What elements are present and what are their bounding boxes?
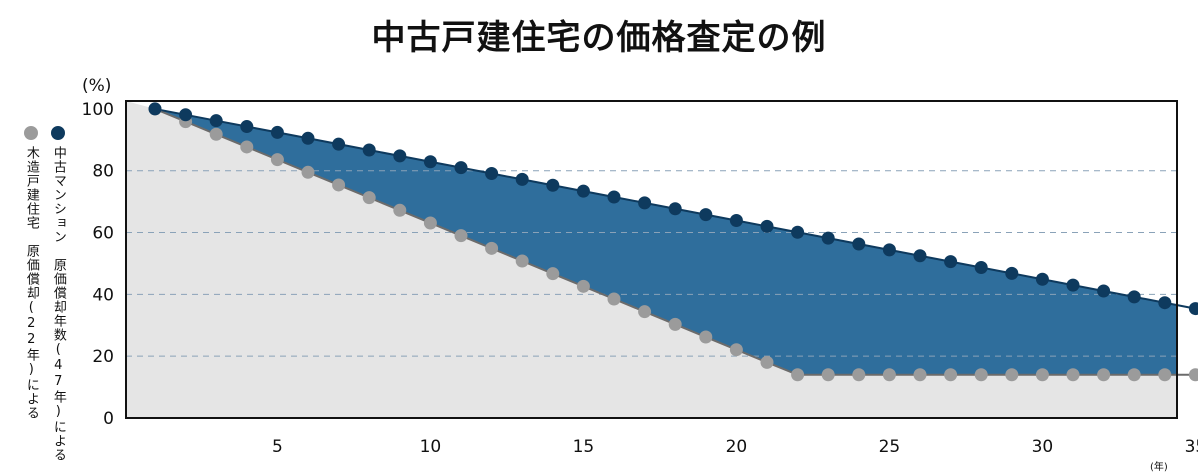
condo-point: [607, 190, 621, 204]
wood-point: [1066, 368, 1080, 382]
legend-item-condo: 中古マンション 原価償却年数(47年)による: [48, 126, 68, 462]
wood-point: [332, 178, 346, 192]
wood-point: [1188, 368, 1198, 382]
condo-point: [454, 161, 468, 175]
y-axis-unit: (%): [82, 76, 112, 96]
wood-point: [729, 343, 743, 357]
wood-point: [393, 203, 407, 217]
condo-point: [423, 155, 437, 169]
wood-point: [1158, 368, 1172, 382]
condo-point: [393, 149, 407, 163]
condo-point: [729, 214, 743, 228]
wood-point: [882, 368, 896, 382]
condo-point: [515, 172, 529, 186]
wood-point: [1005, 368, 1019, 382]
condo-point: [699, 208, 713, 222]
condo-point: [852, 237, 866, 251]
condo-point: [148, 102, 162, 116]
x-tick-label: 35: [1185, 437, 1198, 457]
legend-item-wood: 木造戸建住宅 原価償却(22年)による: [21, 126, 41, 420]
condo-point: [668, 202, 682, 216]
y-tick-label: 60: [92, 224, 114, 244]
legend-dot-condo: [51, 126, 65, 140]
condo-point: [179, 108, 193, 122]
x-tick-label: 30: [1032, 437, 1054, 457]
x-tick-label: 5: [272, 437, 283, 457]
wood-point: [240, 140, 254, 154]
wood-area: [126, 101, 1196, 418]
wood-point: [638, 305, 652, 319]
condo-point: [944, 255, 958, 269]
condo-point: [332, 137, 346, 151]
wood-point: [944, 368, 958, 382]
condo-band-area: [155, 108, 1196, 375]
wood-point: [515, 254, 529, 268]
wood-point: [791, 368, 805, 382]
wood-point: [576, 279, 590, 293]
condo-point: [1066, 278, 1080, 292]
wood-point: [362, 191, 376, 205]
wood-point: [607, 292, 621, 306]
condo-point: [576, 184, 590, 198]
condo-point: [209, 114, 223, 128]
x-tick-label: 25: [879, 437, 901, 457]
condo-point: [301, 131, 315, 145]
legend-dot-wood: [24, 126, 38, 140]
x-axis-unit: (年): [1150, 462, 1168, 473]
condo-point: [1188, 302, 1198, 316]
condo-point: [760, 219, 774, 233]
condo-point: [882, 243, 896, 257]
chart-title: 中古戸建住宅の価格査定の例: [371, 18, 827, 58]
x-tick-label: 15: [573, 437, 595, 457]
wood-point: [454, 229, 468, 243]
x-tick-label: 20: [726, 437, 748, 457]
wood-point: [760, 355, 774, 369]
wood-point: [546, 267, 560, 281]
wood-point: [699, 330, 713, 344]
condo-point: [974, 260, 988, 274]
y-tick-label: 40: [92, 285, 114, 305]
condo-point: [638, 196, 652, 210]
legend-label-condo: 中古マンション 原価償却年数(47年)による: [50, 146, 66, 462]
wood-point: [301, 165, 315, 179]
condo-point: [1035, 272, 1049, 286]
wood-point: [1035, 368, 1049, 382]
condo-point: [1158, 296, 1172, 310]
y-tick-label: 20: [92, 347, 114, 367]
legend-label-wood: 木造戸建住宅 原価償却(22年)による: [23, 146, 39, 420]
wood-point: [270, 153, 284, 167]
wood-point: [485, 241, 499, 255]
y-tick-label: 0: [103, 409, 114, 429]
condo-point: [1097, 284, 1111, 298]
wood-point: [1097, 368, 1111, 382]
condo-point: [821, 231, 835, 245]
condo-point: [240, 120, 254, 134]
condo-point: [270, 125, 284, 139]
wood-point: [821, 368, 835, 382]
wood-point: [974, 368, 988, 382]
condo-point: [1005, 266, 1019, 280]
wood-point: [668, 317, 682, 331]
x-tick-label: 10: [420, 437, 442, 457]
wood-point: [852, 368, 866, 382]
wood-point: [913, 368, 927, 382]
condo-point: [913, 249, 927, 263]
y-tick-label: 100: [82, 100, 114, 120]
condo-point: [791, 225, 805, 239]
condo-point: [1127, 290, 1141, 304]
plot-frame: [125, 100, 1178, 419]
condo-point: [485, 167, 499, 181]
wood-point: [1127, 368, 1141, 382]
wood-point: [423, 216, 437, 230]
condo-point: [362, 143, 376, 157]
condo-point: [546, 178, 560, 192]
wood-point: [209, 127, 223, 141]
y-tick-label: 80: [92, 162, 114, 182]
